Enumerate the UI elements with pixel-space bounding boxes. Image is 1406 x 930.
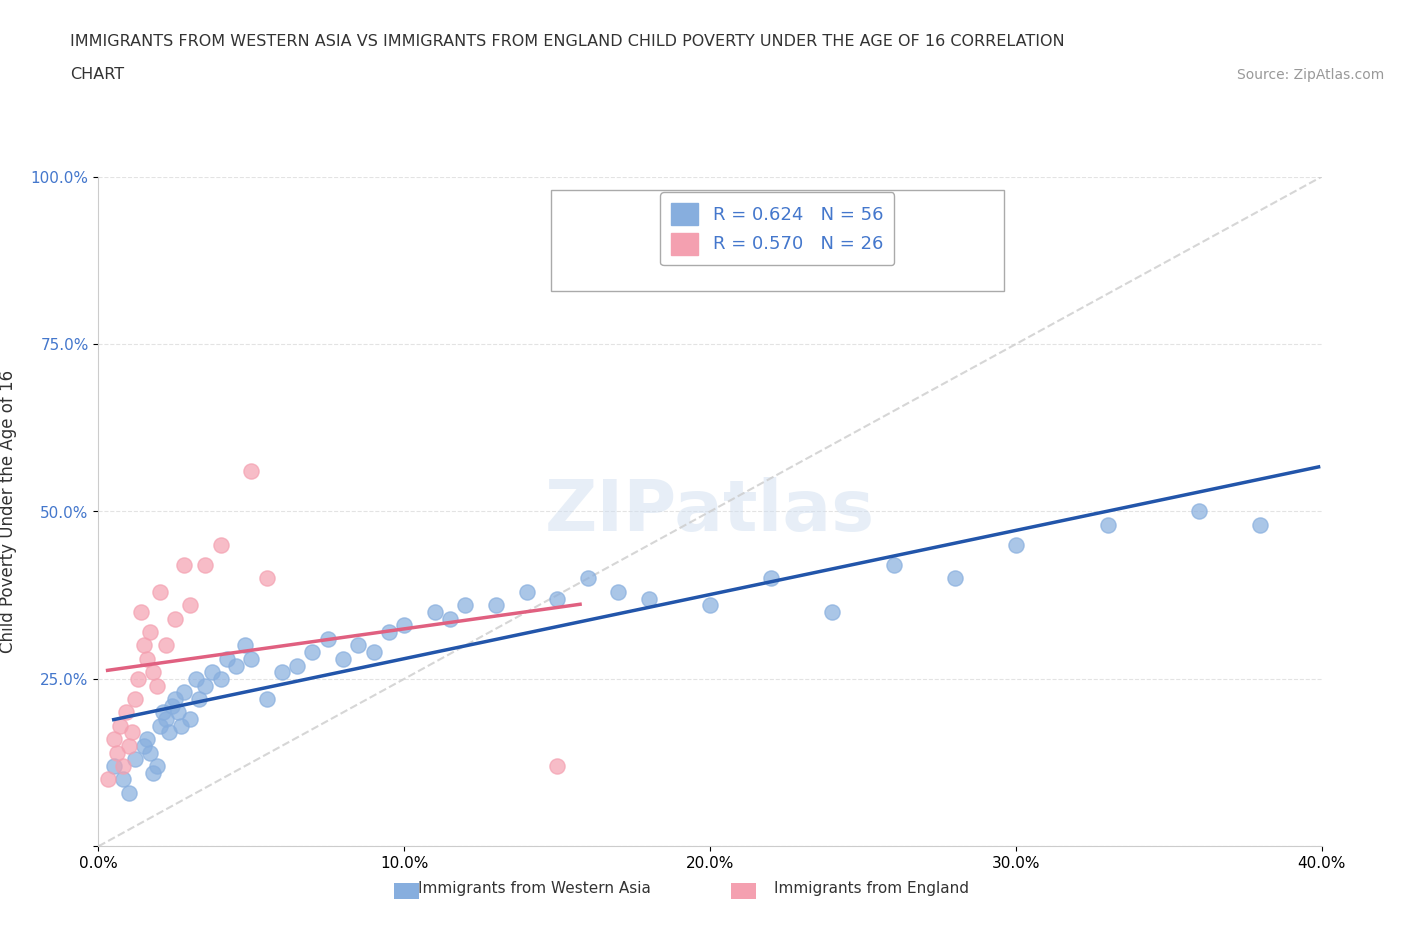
Text: Immigrants from England: Immigrants from England [775, 881, 969, 896]
Point [943, 571, 966, 586]
Point [225, 658, 247, 673]
Point [139, 625, 162, 640]
Point [546, 759, 568, 774]
Legend: R = 0.624   N = 56, R = 0.570   N = 26: R = 0.624 N = 56, R = 0.570 N = 26 [661, 193, 894, 265]
Point [163, 692, 186, 707]
Point [139, 745, 162, 760]
Point [215, 651, 238, 666]
Point [118, 785, 141, 800]
Text: Immigrants from Western Asia: Immigrants from Western Asia [418, 881, 651, 896]
Point [607, 584, 630, 599]
Point [423, 604, 446, 619]
Point [378, 625, 401, 640]
Point [152, 705, 174, 720]
Point [97, 772, 120, 787]
Point [516, 584, 538, 599]
Point [103, 759, 125, 774]
Point [163, 611, 186, 626]
Point [111, 759, 134, 774]
Point [115, 705, 138, 720]
Point [392, 618, 416, 632]
Point [186, 671, 208, 686]
Point [240, 651, 263, 666]
Point [316, 631, 339, 646]
Point [485, 598, 508, 613]
Point [240, 464, 263, 479]
Point [200, 665, 222, 680]
Point [546, 591, 568, 606]
Point [1097, 517, 1119, 532]
Point [454, 598, 477, 613]
Point [157, 725, 180, 740]
Point [301, 644, 323, 659]
Point [576, 571, 599, 586]
Point [1004, 538, 1026, 552]
Point [256, 692, 278, 707]
Point [699, 598, 721, 613]
Point [134, 738, 156, 753]
Point [347, 638, 370, 653]
Point [145, 759, 167, 774]
Point [173, 558, 195, 573]
Point [124, 751, 146, 766]
Point [127, 671, 149, 686]
Point [332, 651, 354, 666]
Point [173, 684, 195, 699]
Point [439, 611, 461, 626]
Point [285, 658, 308, 673]
Y-axis label: Child Poverty Under the Age of 16: Child Poverty Under the Age of 16 [0, 370, 17, 653]
Point [155, 638, 177, 653]
Point [111, 772, 134, 787]
Point [883, 558, 905, 573]
Point [1188, 504, 1211, 519]
Point [1249, 517, 1271, 532]
Point [179, 711, 201, 726]
Point [270, 665, 292, 680]
Point [233, 638, 256, 653]
Point [142, 665, 165, 680]
Point [194, 558, 217, 573]
Point [142, 765, 165, 780]
Point [149, 718, 172, 733]
Point [145, 678, 167, 693]
Point [179, 598, 201, 613]
Text: Source: ZipAtlas.com: Source: ZipAtlas.com [1237, 68, 1385, 82]
Point [209, 538, 232, 552]
Point [155, 711, 177, 726]
Point [759, 571, 782, 586]
Point [167, 705, 190, 720]
Point [108, 718, 131, 733]
Point [194, 678, 217, 693]
Text: CHART: CHART [70, 67, 124, 82]
Point [103, 732, 125, 747]
Point [209, 671, 232, 686]
Point [160, 698, 183, 713]
Point [134, 638, 156, 653]
Text: IMMIGRANTS FROM WESTERN ASIA VS IMMIGRANTS FROM ENGLAND CHILD POVERTY UNDER THE : IMMIGRANTS FROM WESTERN ASIA VS IMMIGRAN… [70, 34, 1064, 49]
Point [363, 644, 385, 659]
Point [124, 692, 146, 707]
Point [170, 718, 193, 733]
Point [188, 692, 211, 707]
Point [637, 591, 661, 606]
Point [105, 745, 128, 760]
Point [821, 604, 844, 619]
Point [129, 604, 152, 619]
Point [121, 725, 143, 740]
Point [149, 584, 172, 599]
Point [136, 732, 159, 747]
Text: ZIPatlas: ZIPatlas [546, 477, 875, 546]
Point [256, 571, 278, 586]
FancyBboxPatch shape [551, 190, 1004, 290]
Point [118, 738, 141, 753]
Point [136, 651, 159, 666]
